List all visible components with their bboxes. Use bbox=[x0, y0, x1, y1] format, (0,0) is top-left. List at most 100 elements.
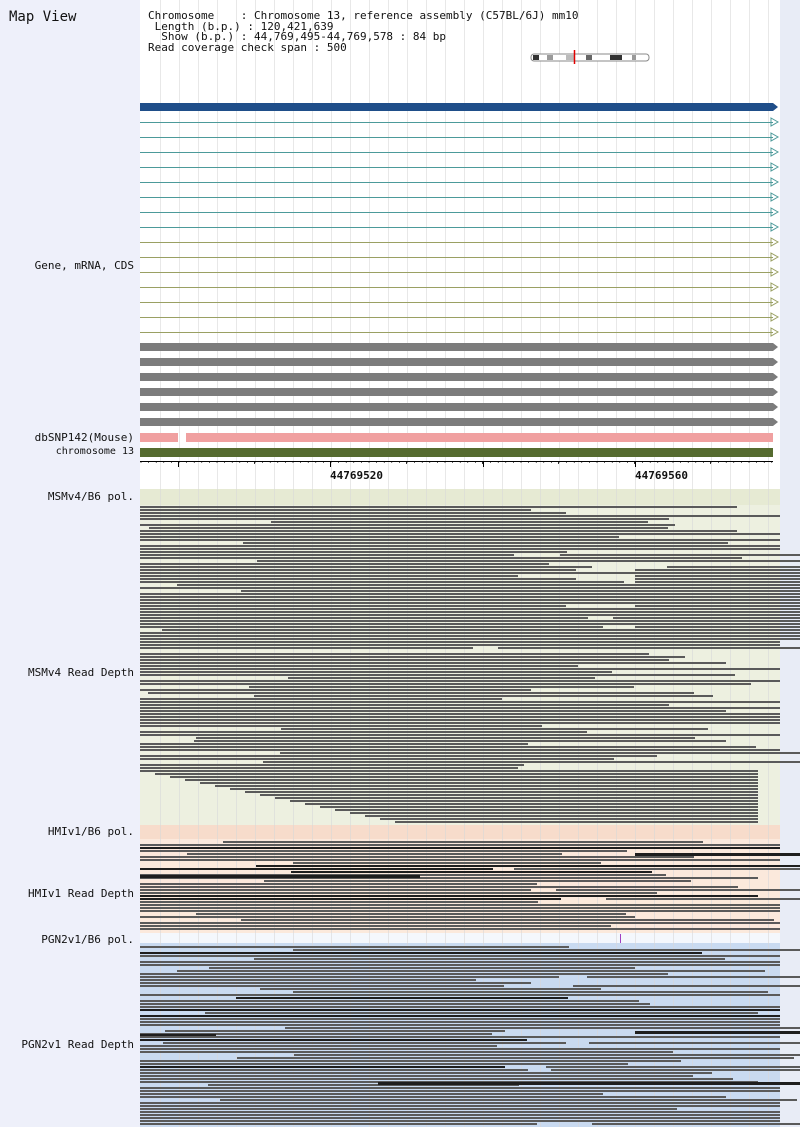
mrna-feature-line-arrow bbox=[770, 207, 780, 217]
msm-read bbox=[635, 626, 800, 628]
pgn-read bbox=[140, 1015, 780, 1017]
pgn-read bbox=[140, 1105, 780, 1107]
dbsnp-feature bbox=[140, 433, 178, 442]
pgn-read bbox=[140, 1003, 650, 1005]
pgn-read bbox=[140, 976, 559, 978]
msm-read bbox=[140, 758, 614, 760]
msm-read bbox=[140, 671, 612, 673]
gene-track-label: Gene, mRNA, CDS bbox=[34, 259, 134, 272]
msm-read bbox=[140, 557, 742, 559]
msm-read bbox=[140, 734, 780, 736]
ruler-tick-label: 44769560 bbox=[635, 469, 688, 482]
pgn-read bbox=[293, 991, 768, 993]
msm-read bbox=[140, 731, 587, 733]
pgn-read bbox=[140, 1069, 528, 1071]
msm-read bbox=[140, 764, 524, 766]
hmi-read bbox=[140, 847, 780, 849]
msm-read bbox=[280, 752, 800, 754]
chromosome-track-label: chromosome 13 bbox=[55, 446, 134, 457]
pgn-read bbox=[140, 1120, 780, 1122]
length-value: 120,421,639 bbox=[260, 19, 334, 33]
pgn-read bbox=[587, 976, 800, 978]
msm-read bbox=[194, 740, 726, 742]
mrna-feature-line-arrow bbox=[770, 177, 780, 187]
msm-read bbox=[140, 626, 603, 628]
msm-read bbox=[140, 596, 780, 598]
pgn-read bbox=[140, 1018, 780, 1020]
pgn-read bbox=[140, 1093, 603, 1095]
msm-read bbox=[140, 578, 576, 580]
pgn-read bbox=[635, 1031, 800, 1034]
hmi-read bbox=[140, 892, 657, 894]
cds-feature-bar bbox=[140, 403, 773, 411]
msm-read bbox=[140, 572, 780, 574]
msm-read bbox=[140, 599, 675, 601]
msm-read bbox=[140, 713, 780, 715]
msm-read bbox=[140, 608, 780, 610]
pgn-read bbox=[294, 1054, 800, 1056]
pgn-read bbox=[546, 1066, 800, 1068]
gene-feature-bar bbox=[140, 103, 773, 111]
mrna-feature-line-arrow bbox=[770, 267, 780, 277]
pgn-read bbox=[551, 1069, 800, 1071]
cds-feature-bar bbox=[140, 373, 773, 381]
msm-read bbox=[140, 506, 737, 508]
msm-read bbox=[140, 749, 780, 751]
left-label-panel bbox=[0, 0, 140, 1127]
pgn-read bbox=[140, 1063, 628, 1065]
msm-read bbox=[215, 785, 758, 787]
chromosome-value: Chromosome 13, reference assembly (C57BL… bbox=[253, 9, 579, 22]
pgn-read bbox=[177, 970, 765, 972]
cds-feature-bar-arrow bbox=[773, 418, 778, 426]
mrna-feature-line-arrow bbox=[770, 222, 780, 232]
msm-read bbox=[140, 512, 566, 514]
msm-read bbox=[249, 686, 634, 688]
msm-read bbox=[185, 779, 758, 781]
msm-read bbox=[140, 581, 624, 583]
msm-read bbox=[635, 599, 800, 601]
hmi-read bbox=[140, 904, 780, 906]
msm-read bbox=[365, 815, 758, 817]
pgn-read bbox=[260, 988, 601, 990]
msm-read bbox=[290, 800, 758, 802]
cds-feature-bar-arrow bbox=[773, 343, 778, 351]
hmi-read bbox=[291, 871, 652, 873]
pgn-read bbox=[140, 1090, 780, 1092]
msm-read bbox=[140, 653, 649, 655]
msm-pol-label: MSMv4/B6 pol. bbox=[47, 490, 134, 503]
pgn-read bbox=[140, 1096, 726, 1098]
hmi-read bbox=[140, 886, 738, 888]
msm-read bbox=[140, 620, 780, 622]
msm-read bbox=[140, 707, 780, 709]
pgn-read bbox=[589, 1042, 800, 1044]
msm-read bbox=[140, 515, 780, 517]
hmi-read bbox=[140, 850, 627, 852]
pgn-pol-label: PGN2v1/B6 pol. bbox=[41, 933, 134, 946]
msm-read bbox=[170, 776, 758, 778]
pgn-read bbox=[140, 1021, 780, 1023]
right-scroll-strip[interactable] bbox=[780, 0, 800, 1127]
pgn-pol-band bbox=[140, 933, 780, 943]
pgn-read bbox=[140, 979, 476, 981]
mrna-feature-line-arrow bbox=[770, 162, 780, 172]
msm-read bbox=[305, 803, 758, 805]
msm-read bbox=[140, 638, 780, 640]
pgn-read bbox=[140, 1009, 780, 1011]
hmi-read bbox=[514, 868, 800, 870]
msm-read bbox=[140, 674, 735, 676]
msm-read bbox=[635, 581, 800, 583]
pgn-read bbox=[140, 1078, 733, 1080]
pgn-read bbox=[205, 1012, 758, 1014]
msm-read bbox=[140, 593, 670, 595]
pgn-read bbox=[140, 946, 569, 948]
msm-read bbox=[140, 509, 531, 511]
length-key: Length (b.p.) bbox=[154, 19, 241, 33]
msm-read bbox=[140, 539, 780, 541]
pgn-read bbox=[140, 1066, 505, 1068]
msm-read bbox=[140, 698, 502, 700]
pgn-read bbox=[140, 994, 780, 996]
msm-read bbox=[635, 635, 800, 637]
pgn-read bbox=[140, 1114, 780, 1116]
msm-read bbox=[140, 617, 588, 619]
msm-read bbox=[635, 620, 800, 622]
